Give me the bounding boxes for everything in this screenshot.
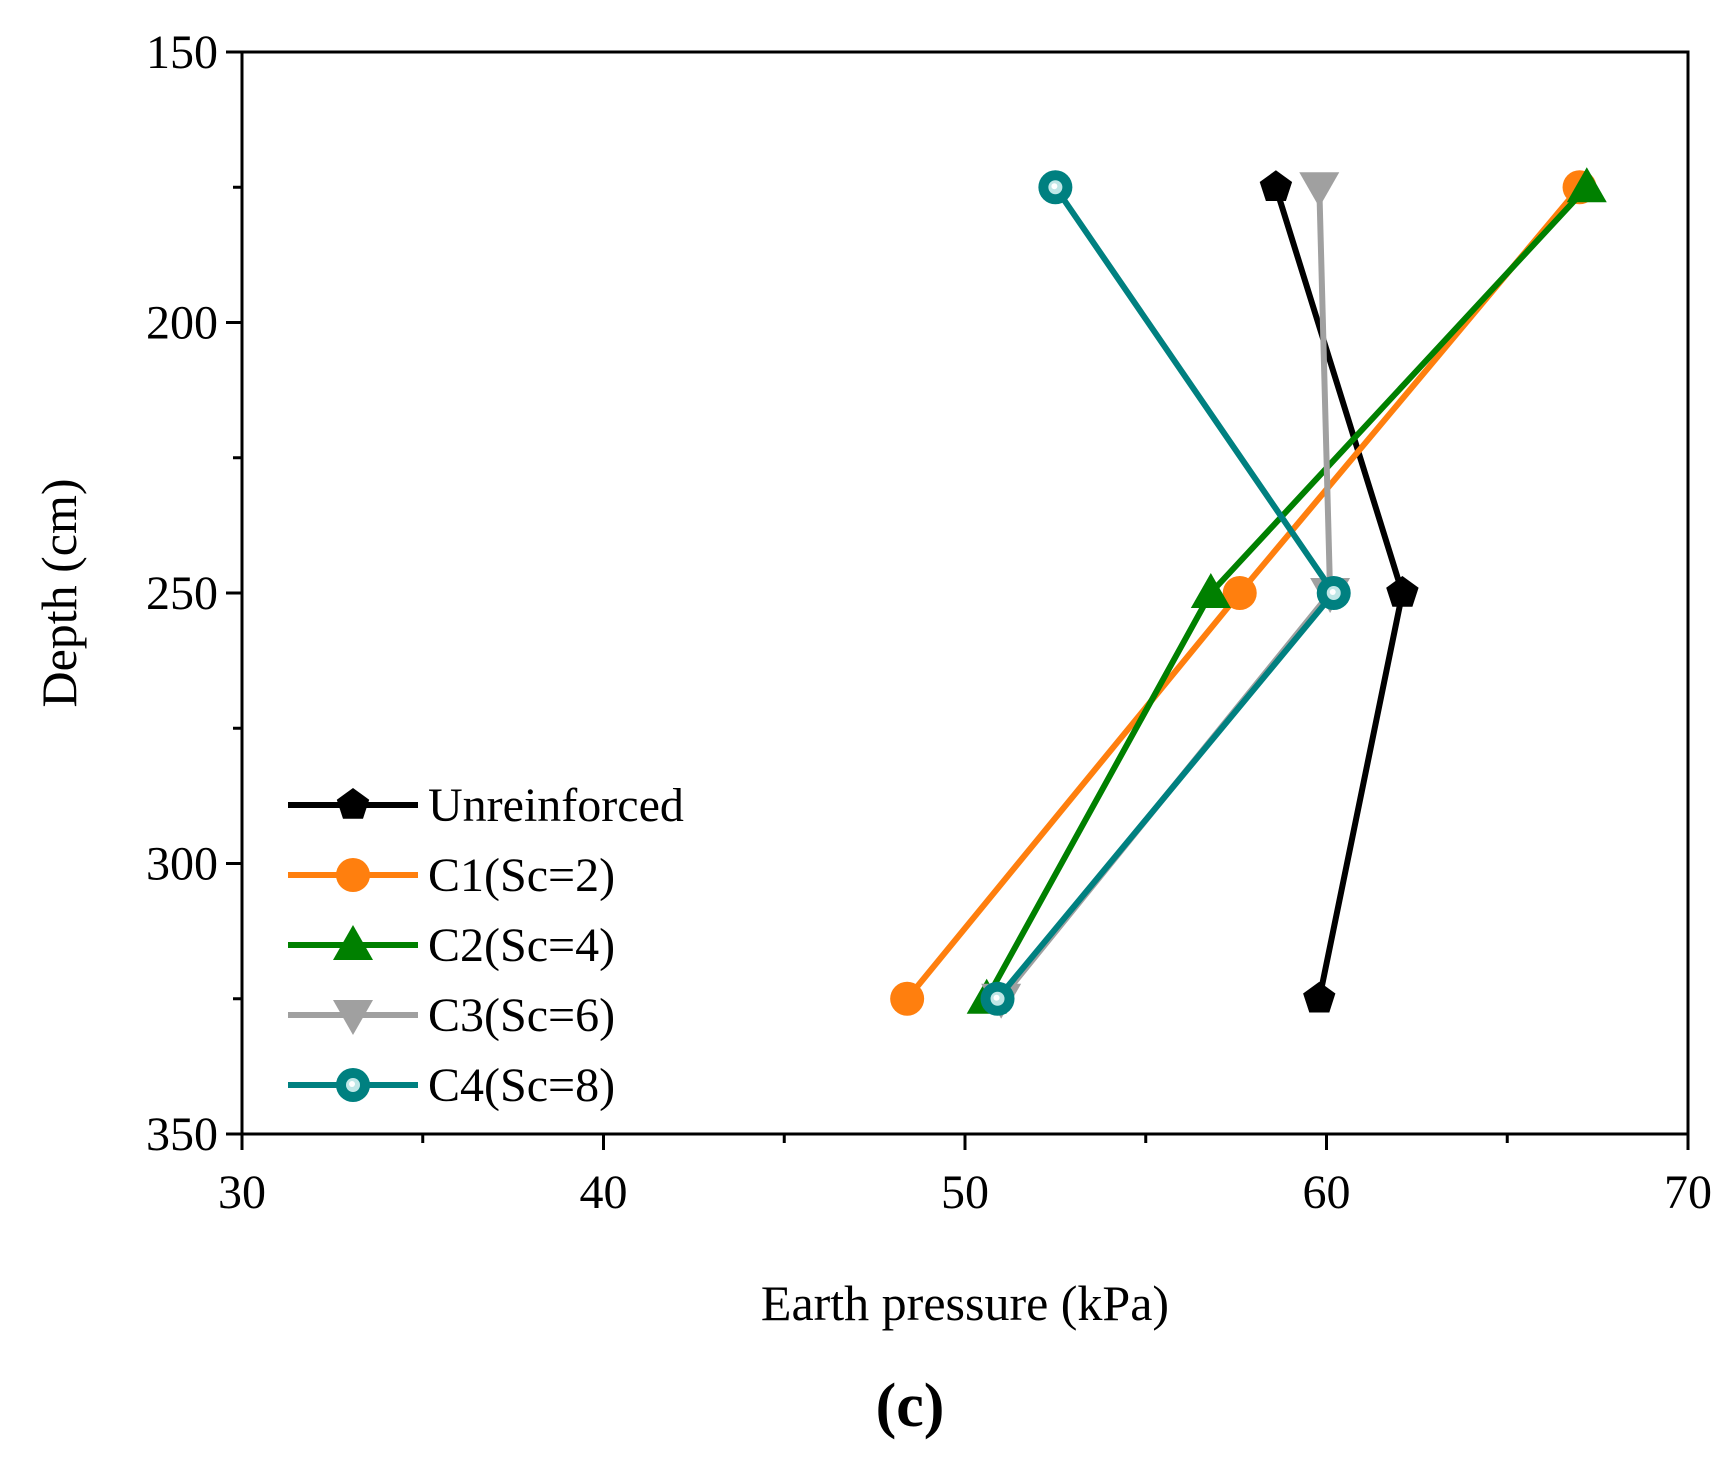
data-point: [1259, 170, 1293, 201]
series-0: [1259, 170, 1419, 1013]
series-2: [966, 167, 1607, 1014]
x-tick-label: 60: [1303, 1166, 1351, 1219]
data-point: [1386, 576, 1419, 607]
legend-entry-1: C1(Sc=2): [288, 849, 615, 902]
legend-marker: [333, 925, 373, 960]
x-tick-label: 40: [580, 1166, 628, 1219]
data-point: [1566, 167, 1607, 203]
legend-entry-2: C2(Sc=4): [288, 919, 615, 972]
data-point: [1038, 170, 1073, 205]
legend-marker: [336, 1068, 370, 1102]
y-tick-label: 200: [146, 297, 218, 350]
legend-marker: [333, 1000, 373, 1035]
y-axis-title: Depth (cm): [31, 478, 87, 707]
legend-label: Unreinforced: [428, 779, 684, 832]
x-axis-title: Earth pressure (kPa): [761, 1275, 1169, 1331]
data-point: [890, 981, 925, 1016]
legend-entry-3: C3(Sc=6): [288, 989, 615, 1042]
legend-label: C1(Sc=2): [428, 849, 615, 902]
legend-label: C4(Sc=8): [428, 1059, 615, 1112]
legend-marker: [336, 858, 370, 892]
series-line: [984, 185, 1590, 1001]
legend: Unreinforced C1(Sc=2) C2(Sc=4) C3(Sc=6) C4(S…: [288, 779, 684, 1112]
series-4: [980, 170, 1351, 1016]
series-line: [998, 187, 1334, 1001]
x-tick-label: 50: [941, 1166, 989, 1219]
plot-area: [890, 167, 1607, 1019]
data-point: [1190, 573, 1231, 608]
data-point: [1222, 576, 1257, 610]
legend-label: C2(Sc=4): [428, 919, 615, 972]
y-tick-label: 300: [146, 838, 218, 891]
series-1: [890, 170, 1597, 1016]
legend-label: C3(Sc=6): [428, 989, 615, 1042]
legend-entry-4: C4(Sc=8): [288, 1059, 615, 1112]
axes: 30 40 50 60 70 150 200 250 300 350: [146, 26, 1712, 1219]
series-3: [981, 172, 1351, 1019]
series-line: [995, 185, 1337, 1001]
x-tick-label: 70: [1664, 1166, 1712, 1219]
titles: Earth pressure (kPa) Depth (cm) (c): [31, 478, 1169, 1440]
legend-entry-0: Unreinforced: [288, 779, 684, 832]
data-point: [980, 981, 1015, 1016]
y-tick-label: 350: [146, 1108, 218, 1161]
data-point: [1299, 172, 1340, 208]
data-point: [1303, 981, 1336, 1013]
legend-marker: [336, 788, 370, 819]
y-tick-label: 250: [146, 567, 218, 620]
x-tick-label: 30: [218, 1166, 266, 1219]
panel-label: (c): [876, 1372, 945, 1440]
data-point: [1316, 576, 1351, 610]
y-tick-label: 150: [146, 26, 218, 79]
